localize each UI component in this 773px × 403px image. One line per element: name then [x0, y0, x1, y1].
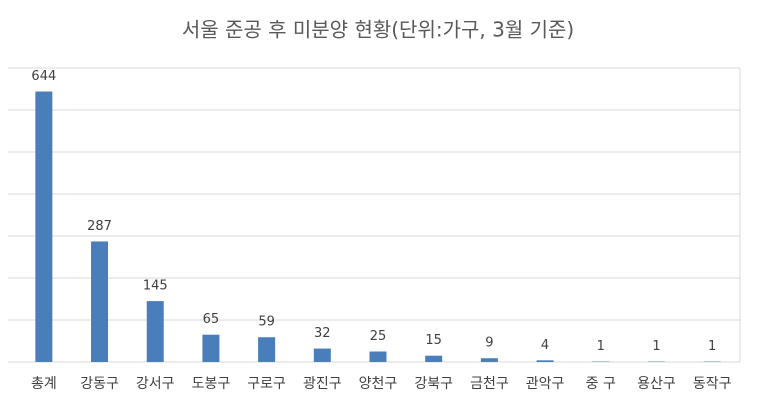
x-tick-label: 관악구: [526, 376, 565, 392]
x-tick-label: 동작구: [693, 376, 732, 392]
bar: [480, 358, 498, 362]
data-label: 9: [485, 336, 493, 351]
data-label: 1: [708, 339, 716, 354]
data-label: 644: [31, 69, 56, 84]
x-tick-label: 양천구: [359, 376, 398, 392]
data-label: 65: [203, 312, 220, 327]
bar: [425, 355, 443, 362]
bar: [146, 301, 164, 362]
bar: [91, 241, 109, 362]
bar: [369, 351, 387, 362]
x-tick-label: 총계: [31, 376, 57, 392]
data-label: 4: [541, 338, 549, 353]
data-label: 1: [597, 339, 605, 354]
x-tick-label: 강동구: [80, 376, 119, 392]
data-label: 145: [143, 279, 168, 294]
data-label: 25: [370, 329, 387, 344]
bar: [313, 348, 331, 362]
data-label: 15: [425, 333, 442, 348]
x-tick-label: 도봉구: [192, 376, 231, 392]
bar: [258, 337, 276, 362]
data-label: 59: [258, 315, 275, 330]
chart-title: 서울 준공 후 미분양 현황(단위:가구, 3월 기준): [182, 18, 574, 42]
bar: [35, 91, 53, 363]
bar: [202, 334, 220, 362]
x-tick-label: 광진구: [303, 376, 342, 392]
bar: [536, 360, 554, 362]
x-tick-label: 용산구: [637, 376, 676, 392]
x-tick-label: 강서구: [136, 376, 175, 392]
x-tick-label: 금천구: [470, 376, 509, 392]
x-tick-label: 중 구: [586, 376, 616, 392]
data-label: 1: [652, 339, 660, 354]
x-tick-label: 강북구: [414, 376, 453, 392]
x-tick-label: 구로구: [247, 376, 286, 392]
data-label: 32: [314, 326, 331, 341]
data-label: 287: [87, 219, 112, 234]
